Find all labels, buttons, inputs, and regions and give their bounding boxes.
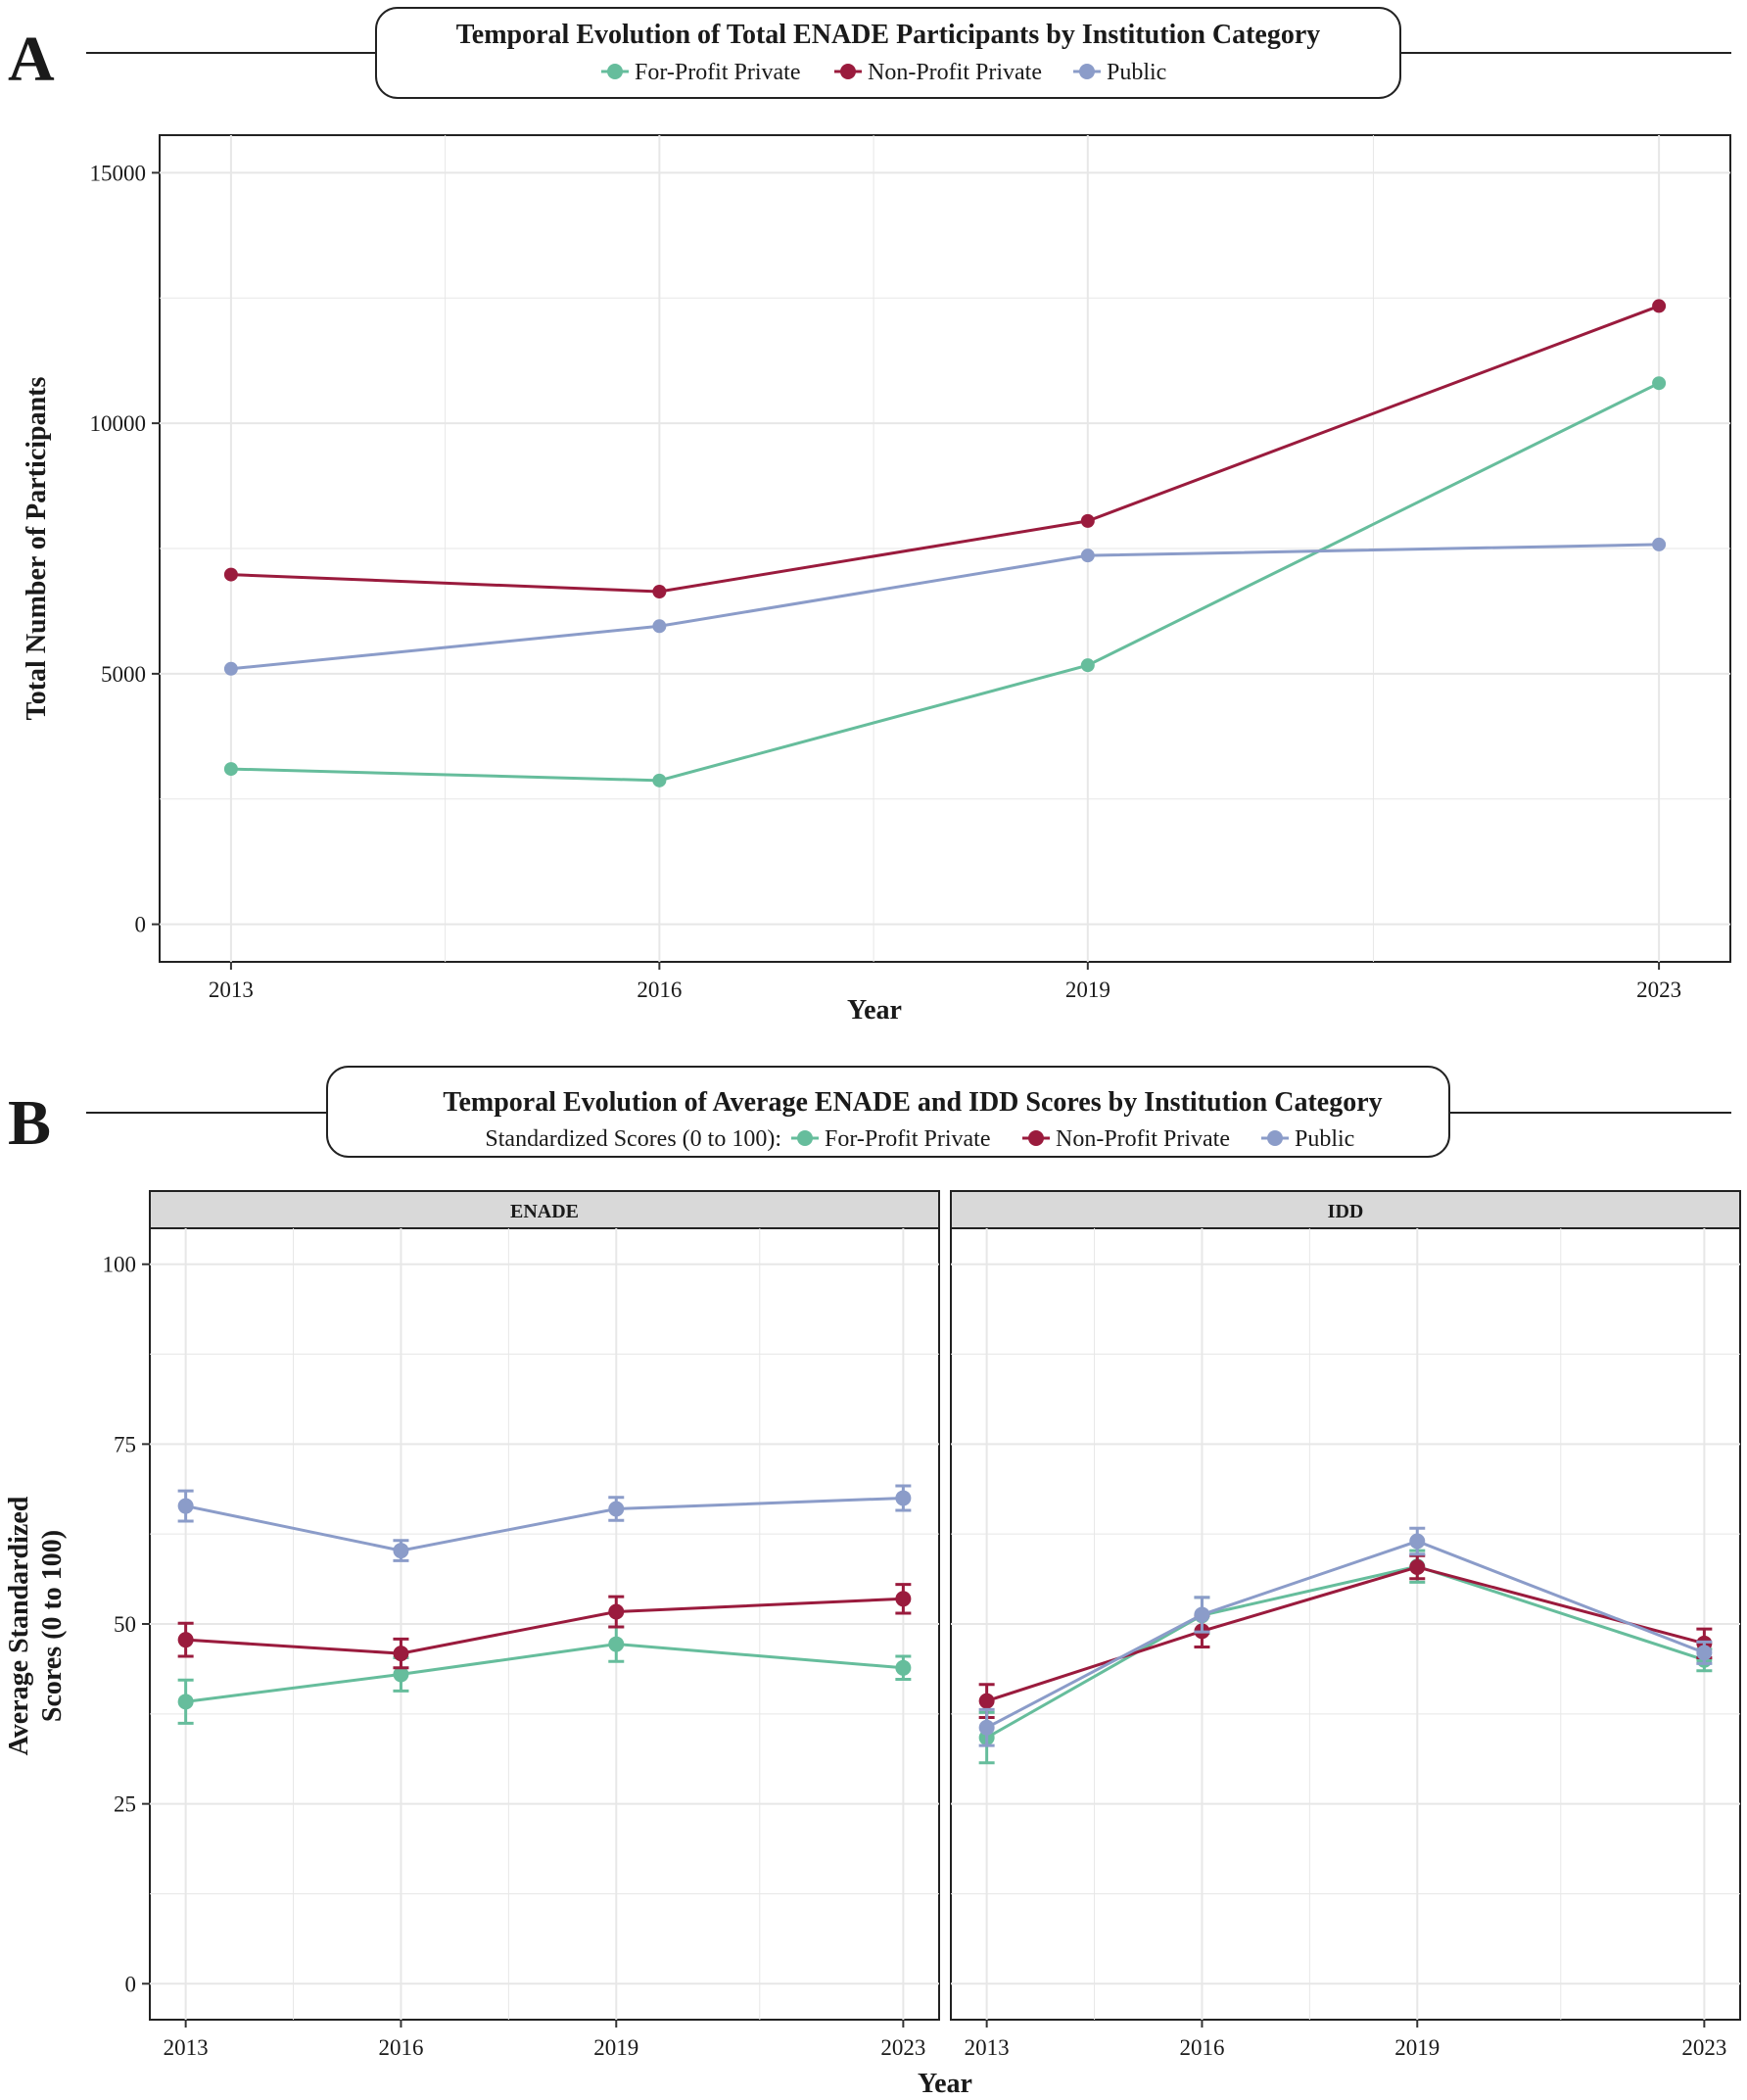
panel-a-title-box [375, 7, 1401, 99]
participants-ytick-label: 0 [135, 913, 147, 937]
enade-facet: ENADE 2013 2016 2019 2023 [149, 1190, 940, 2060]
enade-point-non-profit-private [608, 1603, 625, 1620]
idd-strip-label: IDD [1328, 1201, 1364, 1222]
panel-a-y-axis-title: Total Number of Participants [22, 377, 52, 721]
participants-point-non-profit-private [652, 584, 667, 598]
enade-point-public [895, 1490, 912, 1506]
participants-xtick-label: 2013 [209, 978, 254, 1002]
enade-point-for-profit-private [608, 1636, 625, 1652]
idd-point-non-profit-private [1409, 1558, 1426, 1575]
idd-point-public [978, 1719, 995, 1736]
idd-xtick-label: 2023 [1681, 2035, 1726, 2060]
enade-point-for-profit-private [895, 1659, 912, 1676]
panel-a-legend: For-Profit Private Non-Profit Private Pu… [601, 60, 1166, 85]
enade-xtick-label: 2023 [880, 2035, 925, 2060]
participants-ytick-label: 10000 [90, 411, 147, 436]
scores-ytick-label: 25 [114, 1792, 136, 1817]
legend-label-public: Public [1107, 60, 1166, 85]
participants-ytick-label: 5000 [101, 662, 146, 687]
participants-point-non-profit-private [1080, 513, 1095, 528]
scores-ytick-label: 0 [125, 1972, 137, 1996]
enade-point-non-profit-private [177, 1632, 194, 1648]
enade-point-non-profit-private [895, 1591, 912, 1607]
legend-b-label-public: Public [1295, 1126, 1354, 1152]
idd-facet: IDD 2013 2016 2019 2023 [950, 1190, 1741, 2060]
idd-xtick-label: 2016 [1179, 2035, 1224, 2060]
enade-line-for-profit-private [185, 1643, 904, 1703]
participants-point-for-profit-private [1652, 376, 1667, 391]
idd-strip [950, 1190, 1741, 1229]
participants-point-non-profit-private [1652, 299, 1667, 313]
panel-b-legend-prefix: Standardized Scores (0 to 100): [485, 1126, 781, 1152]
idd-point-public [1194, 1606, 1210, 1623]
participants-xtick-label: 2019 [1065, 978, 1110, 1002]
enade-line-non-profit-private [185, 1597, 904, 1655]
participants-ytick-label: 15000 [90, 161, 147, 185]
participants-line-public [230, 543, 1660, 671]
scores-ytick-label: 50 [114, 1612, 136, 1637]
legend-b-label-non-profit: Non-Profit Private [1056, 1126, 1230, 1152]
participants-point-for-profit-private [652, 773, 667, 788]
enade-line-public [185, 1496, 904, 1552]
panel-b-title: Temporal Evolution of Average ENADE and … [443, 1087, 1382, 1118]
panel-b-y-axis-title-line2: Scores (0 to 100) [37, 1530, 68, 1722]
legend-label-non-profit: Non-Profit Private [868, 60, 1042, 85]
idd-line-public [985, 1539, 1705, 1730]
panel-a-x-axis-title: Year [847, 995, 902, 1026]
panel-a-letter: A [8, 24, 55, 95]
idd-line-for-profit-private [985, 1564, 1705, 1740]
panel-a-title: Temporal Evolution of Total ENADE Partic… [456, 20, 1321, 50]
panel-b-y-axis-title-line1: Average Standardized [4, 1496, 34, 1755]
participants-point-public [1652, 537, 1667, 551]
legend-label-for-profit: For-Profit Private [635, 60, 801, 85]
panel-b-title-box [326, 1066, 1450, 1158]
scores-ytick-label: 75 [114, 1432, 136, 1456]
idd-point-public [1409, 1533, 1426, 1550]
idd-line-non-profit-private [986, 1565, 1705, 1703]
idd-point-non-profit-private [978, 1693, 995, 1709]
participants-chart: 0 5000 10000 15000 2013 2016 2019 2023 [90, 134, 1731, 1002]
enade-xtick-label: 2019 [593, 2035, 638, 2060]
idd-point-public [1696, 1645, 1713, 1661]
participants-line-for-profit-private [230, 381, 1660, 783]
panel-b-x-axis-title: Year [918, 2069, 972, 2099]
participants-point-public [1080, 549, 1095, 563]
enade-point-for-profit-private [393, 1666, 409, 1683]
enade-point-public [177, 1498, 194, 1514]
participants-point-non-profit-private [223, 567, 238, 582]
scores-ytick-label: 100 [103, 1253, 137, 1277]
enade-strip [149, 1190, 940, 1229]
enade-xtick-label: 2016 [378, 2035, 423, 2060]
panel-b-legend: Standardized Scores (0 to 100): For-Prof… [485, 1126, 1354, 1152]
enade-point-public [393, 1543, 409, 1559]
participants-xtick-label: 2023 [1636, 978, 1681, 1002]
enade-point-non-profit-private [393, 1646, 409, 1662]
panel-b-letter: B [8, 1087, 51, 1159]
legend-b-label-for-profit: For-Profit Private [825, 1126, 991, 1152]
participants-point-public [223, 661, 238, 676]
idd-xtick-label: 2013 [965, 2035, 1010, 2060]
enade-xtick-label: 2013 [164, 2035, 209, 2060]
participants-xtick-label: 2016 [637, 978, 682, 1002]
participants-line-non-profit-private [230, 305, 1660, 594]
enade-point-public [608, 1501, 625, 1517]
participants-point-public [652, 619, 667, 634]
enade-point-for-profit-private [177, 1694, 194, 1710]
participants-point-for-profit-private [1080, 658, 1095, 673]
enade-strip-label: ENADE [510, 1201, 579, 1222]
idd-xtick-label: 2019 [1394, 2035, 1440, 2060]
participants-point-for-profit-private [223, 762, 238, 777]
